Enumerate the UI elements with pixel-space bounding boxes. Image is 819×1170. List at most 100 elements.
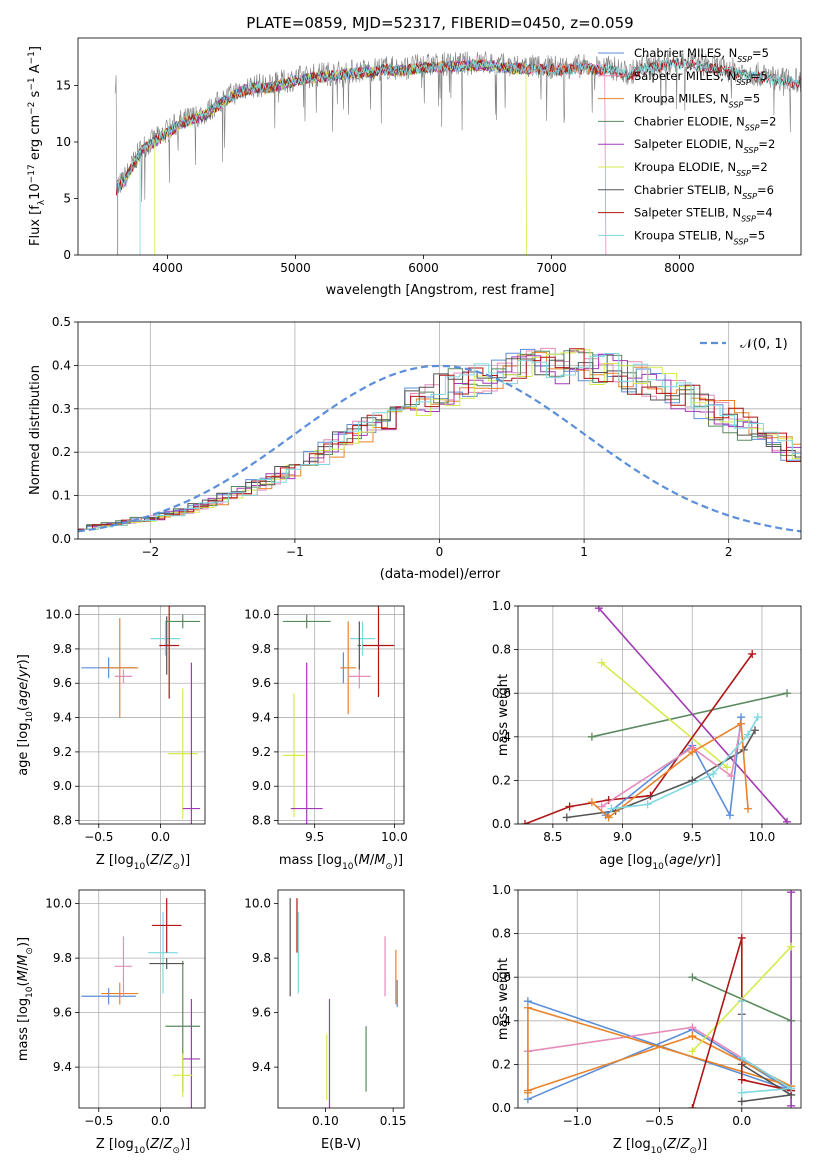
plot-area (81, 606, 201, 824)
y-axis-label: age [log10(age/yr)] (16, 654, 35, 776)
y-tick-label: 9.4 (252, 711, 271, 725)
legend-subscript: SSP (742, 191, 757, 200)
y-axis-label: mass weight (496, 674, 511, 756)
legend-label: Chabrier STELIB, NSSP=6 (634, 183, 774, 201)
y-tick-label: 0.1 (52, 489, 71, 503)
y-tick-label: 9.8 (53, 642, 72, 656)
mass-weight-series (605, 717, 742, 818)
y-tick-label: 5 (63, 191, 71, 205)
series-marker (748, 649, 757, 658)
series-marker (753, 713, 762, 722)
legend-label: Kroupa ELODIE, NSSP=2 (634, 160, 768, 178)
series-marker (723, 763, 732, 772)
x-axis-label: (data-model)/error (380, 567, 501, 582)
legend-suffix: =2 (758, 137, 775, 151)
legend-subscript: SSP (734, 237, 749, 246)
age-vs-mass-panel: 9.5 10.0 8.8 9.0 9.2 9.4 9.6 9.8 10.0 mass [log10… (244, 605, 408, 872)
axes-frame (77, 321, 802, 540)
legend-label: Salpeter ELODIE, NSSP=2 (634, 137, 775, 155)
series-marker (787, 1084, 796, 1093)
legend-subscript: SSP (744, 146, 759, 155)
y-axis-label: mass [log10(M/M⊙)] (16, 937, 35, 1061)
y-tick-label: 0.6 (492, 970, 511, 984)
x-tick-label: −2 (141, 545, 159, 559)
legend-suffix: =4 (756, 206, 773, 220)
axes-frame (517, 605, 802, 825)
series-marker (562, 813, 571, 822)
model-spectrum-line (116, 60, 606, 196)
y-tick-label: 0 (63, 248, 71, 262)
x-axis-label: Z [log10(Z/Z⊙)] (96, 853, 190, 872)
model-spectrum-line (116, 59, 607, 255)
residual-histogram (83, 349, 801, 530)
x-tick-label: 4000 (152, 261, 183, 275)
legend-label: Salpeter STELIB, NSSP=4 (634, 206, 773, 224)
legend-label: Kroupa MILES, NSSP=5 (634, 92, 760, 110)
series-marker (688, 748, 697, 757)
y-tick-label: 9.0 (252, 779, 271, 793)
legend-subscript: SSP (745, 123, 760, 132)
series-marker (787, 890, 796, 897)
legend-subscript: SSP (729, 100, 744, 109)
x-tick-label: 0.0 (151, 830, 170, 844)
x-tick-label: 0.15 (380, 1114, 407, 1128)
legend-label: Chabrier ELODIE, NSSP=2 (634, 114, 776, 131)
x-tick-label: 1 (580, 545, 588, 559)
mass-weight-vs-metallicity-panel: −1.0 −0.5 0.0 0.0 0.2 0.4 0.6 0.8 1.0 Z [log10(Z/… (492, 883, 802, 1156)
y-tick-label: 9.8 (53, 951, 72, 965)
series-marker (737, 997, 746, 1006)
plot-area (78, 347, 801, 533)
mass-weight-vs-age-panel: 8.5 9.0 9.5 10.0 0.0 0.2 0.4 0.6 0.8 1.0 age [log1… (492, 599, 802, 872)
y-tick-label: 0.4 (52, 358, 71, 372)
x-tick-label: 9.0 (613, 830, 632, 844)
plot-area (114, 49, 801, 255)
x-tick-label: 7000 (536, 261, 567, 275)
y-tick-label: 0.3 (52, 402, 71, 416)
y-tick-label: 8.8 (252, 814, 271, 828)
y-tick-label: 9.4 (53, 711, 72, 725)
y-tick-label: 9.6 (252, 676, 271, 690)
axes-frame (78, 889, 206, 1109)
legend-suffix: =5 (752, 46, 769, 60)
series-marker (688, 1104, 697, 1108)
y-tick-label: 10 (56, 135, 71, 149)
y-tick-label: 9.6 (53, 676, 72, 690)
x-tick-label: 8.5 (543, 830, 562, 844)
model-spectrum-line (116, 59, 527, 255)
series-marker (787, 942, 796, 951)
x-tick-label: 5000 (280, 261, 311, 275)
series-marker (737, 1097, 746, 1106)
axes-frame (517, 889, 802, 1109)
legend-suffix: =5 (743, 92, 760, 106)
x-tick-label: 9.5 (305, 830, 324, 844)
axes-frame (277, 889, 405, 1109)
series-marker (750, 726, 759, 735)
x-axis-label: mass [log10(M/M⊙)] (279, 853, 403, 872)
y-tick-label: 0.0 (492, 817, 511, 831)
series-marker (744, 804, 753, 813)
legend-label: Salpeter MILES, NSSP=5 (634, 69, 768, 87)
x-axis-label: wavelength [Angstrom, rest frame] (326, 283, 555, 298)
mass-weight-series (591, 692, 788, 738)
spectrum-panel: 4000 5000 6000 7000 8000 0 5 10 15 Chabrier MILES… (27, 37, 802, 298)
y-tick-label: 9.6 (252, 1006, 271, 1020)
plot-area (289, 898, 398, 1108)
residual-histogram (78, 348, 801, 530)
series-marker (709, 769, 718, 778)
legend-label: Kroupa STELIB, NSSP=5 (634, 228, 765, 246)
legend-suffix: =2 (751, 160, 768, 174)
y-tick-label: 0.4 (492, 1014, 511, 1028)
series-marker (688, 973, 697, 982)
legend-text: Kroupa MILES, N (634, 92, 729, 106)
x-axis-label: Z [log10(Z/Z⊙)] (96, 1137, 190, 1156)
series-marker (565, 802, 574, 811)
y-tick-label: 9.4 (252, 1060, 271, 1074)
legend-suffix: =6 (757, 183, 774, 197)
y-tick-label: 9.4 (53, 1060, 72, 1074)
series-marker (725, 811, 734, 820)
plot-area (520, 606, 792, 824)
series-marker (744, 730, 753, 739)
series-marker (520, 820, 529, 824)
series-marker (737, 1075, 746, 1084)
